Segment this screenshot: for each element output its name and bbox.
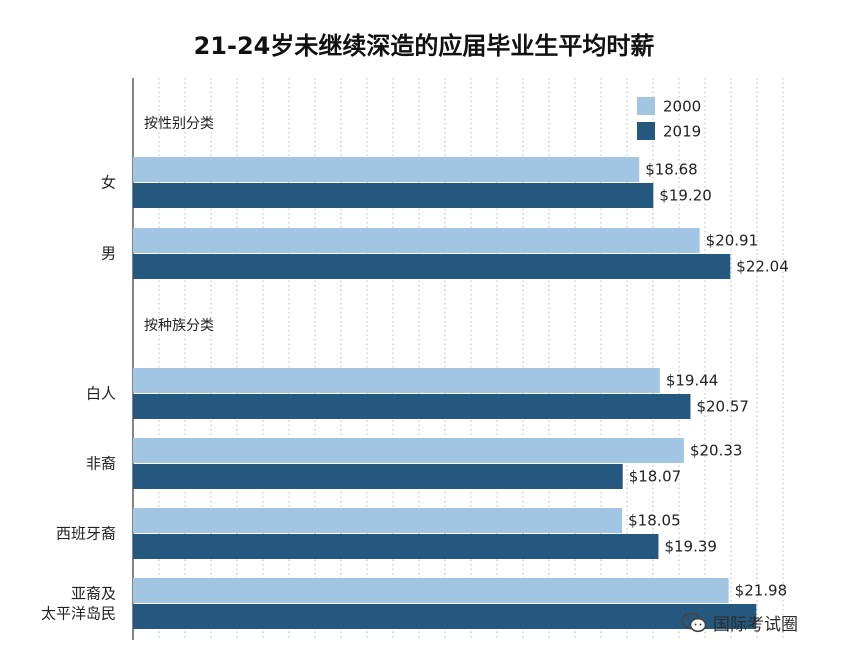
group-label: 按性别分类 [144, 116, 214, 132]
bar-2019 [133, 534, 659, 559]
bar-2000 [133, 438, 684, 463]
data-label: $22.04 [736, 258, 789, 276]
legend-swatch [637, 97, 655, 115]
data-label: $18.68 [645, 161, 698, 179]
watermark-text: 国际考试圈 [713, 615, 798, 635]
bar-2019 [133, 464, 623, 489]
bar-2000 [133, 368, 660, 393]
category-label: 女 [101, 174, 116, 192]
bar-2000 [133, 578, 729, 603]
wechat-icon [681, 612, 707, 632]
bar-2000 [133, 508, 623, 533]
data-label: $21.98 [735, 582, 788, 600]
data-label: $19.44 [666, 372, 719, 390]
category-label: 男 [101, 245, 116, 263]
category-label: 亚裔及 [71, 585, 116, 603]
category-label: 白人 [86, 385, 116, 403]
data-label: $20.91 [706, 232, 759, 250]
data-label: $20.33 [690, 442, 743, 460]
chart-title: 21-24岁未继续深造的应届毕业生平均时薪 [193, 32, 655, 60]
group-label: 按种族分类 [144, 318, 214, 334]
bar-2019 [133, 183, 654, 208]
data-label: $19.39 [664, 538, 717, 556]
legend-label: 2000 [663, 98, 701, 116]
data-label: $18.07 [629, 468, 682, 486]
data-label: $18.05 [628, 512, 681, 530]
category-label: 非裔 [86, 455, 116, 473]
bar-2000 [133, 228, 700, 253]
category-label: 太平洋岛民 [41, 605, 116, 623]
bar-2019 [133, 254, 731, 279]
bar-2000 [133, 157, 640, 182]
bar-2019 [133, 604, 757, 629]
bar-2019 [133, 394, 691, 419]
data-label: $20.57 [696, 398, 749, 416]
data-label: $19.20 [659, 187, 712, 205]
watermark: 国际考试圈 [681, 610, 798, 635]
legend-swatch [637, 122, 655, 140]
legend-label: 2019 [663, 123, 701, 141]
category-label: 西班牙裔 [56, 525, 116, 543]
